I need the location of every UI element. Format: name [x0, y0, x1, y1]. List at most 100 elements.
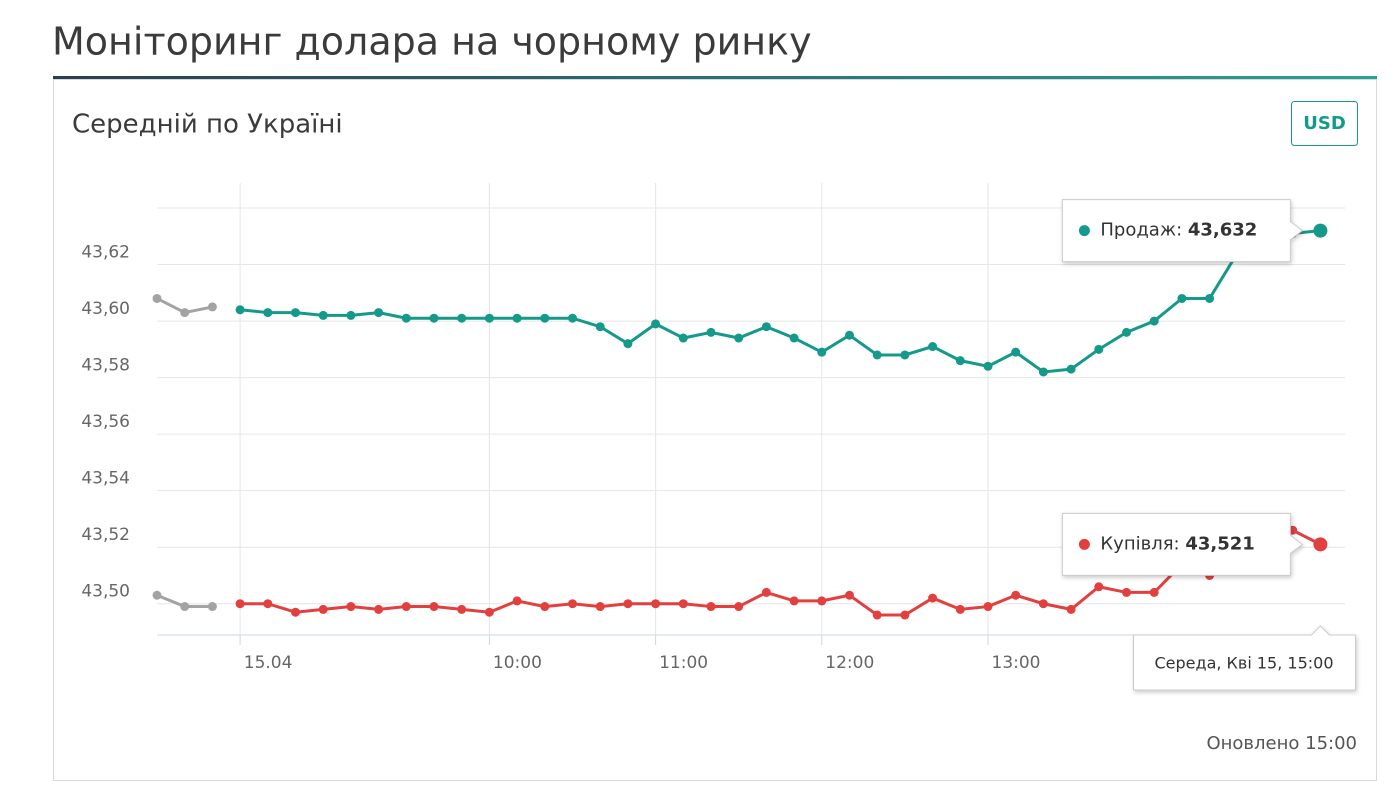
- series-line: [240, 517, 1322, 617]
- data-point: [401, 313, 411, 323]
- data-point: [1122, 587, 1131, 597]
- y-tick-label: 43,54: [81, 469, 130, 489]
- updated-note: Оновлено 15:00: [1206, 733, 1357, 754]
- data-point: [928, 593, 938, 603]
- data-point: [1313, 223, 1328, 238]
- data-point: [401, 602, 411, 612]
- data-point: [955, 356, 965, 366]
- data-point: [872, 610, 882, 620]
- x-tick-label: 10:00: [493, 653, 542, 673]
- data-point: [1094, 582, 1104, 592]
- data-point: [845, 330, 854, 340]
- data-point: [374, 308, 384, 318]
- data-point: [1205, 293, 1215, 303]
- y-tick-label: 43,50: [81, 582, 130, 602]
- data-point: [789, 333, 799, 343]
- data-point: [1066, 604, 1076, 614]
- data-point: [623, 599, 633, 609]
- tooltip-value: 43,521: [1185, 533, 1254, 554]
- data-point: [761, 322, 771, 332]
- data-point: [180, 308, 190, 318]
- data-point: [623, 339, 633, 349]
- data-point: [651, 599, 661, 609]
- data-point: [484, 607, 494, 617]
- data-point: [318, 310, 328, 320]
- data-point: [1038, 599, 1048, 609]
- data-point: [235, 305, 245, 315]
- tooltips: Продаж: 43,632 Купівля: 43,521 Середа, Кві…: [1061, 199, 1356, 691]
- data-point: [568, 599, 577, 609]
- data-point: [180, 602, 190, 612]
- x-tick-label: 11:00: [659, 653, 708, 673]
- data-point: [678, 599, 688, 609]
- data-point: [540, 313, 550, 323]
- tooltip-box: [1061, 512, 1304, 576]
- data-point: [706, 327, 716, 337]
- data-point: [207, 302, 217, 312]
- tooltip-text: Купівля: 43,521: [1100, 533, 1254, 554]
- data-point: [152, 590, 162, 600]
- x-tick-label: 15.04: [244, 653, 293, 673]
- tooltip-colon: :: [1174, 533, 1186, 554]
- data-point: [1066, 364, 1076, 374]
- data-point: [789, 596, 799, 606]
- y-tick-label: 43,60: [81, 299, 130, 319]
- data-point: [706, 602, 716, 612]
- data-point: [318, 604, 328, 614]
- data-point: [1038, 367, 1048, 377]
- date-tooltip-box: [1133, 625, 1356, 691]
- currency-button[interactable]: [1291, 101, 1358, 146]
- data-point: [734, 602, 744, 612]
- data-point: [512, 596, 522, 606]
- series-line: [239, 214, 1321, 374]
- date-tooltip-text: Середа, Кві 15, 15:00: [1154, 654, 1333, 673]
- y-tick-label: 43,52: [81, 525, 130, 545]
- y-tick-label: 43,56: [81, 412, 130, 432]
- x-tick-label: 12:00: [825, 653, 874, 673]
- data-point: [928, 342, 938, 352]
- data-point: [845, 590, 854, 600]
- data-point: [346, 602, 356, 612]
- data-point: [817, 596, 827, 606]
- tooltip-marker: [1078, 225, 1090, 237]
- data-point: [235, 599, 245, 609]
- data-point: [457, 604, 467, 614]
- x-tick-label: 13:00: [992, 653, 1041, 673]
- data-point: [651, 319, 661, 329]
- data-point: [152, 293, 162, 303]
- tooltip-value: 43,632: [1188, 220, 1257, 241]
- data-point: [1011, 347, 1021, 357]
- data-point: [484, 313, 494, 323]
- data-point: [207, 602, 217, 612]
- data-point: [595, 322, 605, 332]
- tooltip-series-name: Купівля: [1100, 533, 1173, 554]
- data-point: [291, 607, 300, 617]
- tooltip-series-name: Продаж: [1100, 220, 1176, 241]
- data-point: [540, 602, 550, 612]
- data-point: [1313, 537, 1328, 552]
- data-point: [900, 350, 910, 360]
- data-point: [734, 333, 744, 343]
- data-point: [429, 602, 439, 612]
- tooltip-colon: :: [1176, 220, 1188, 241]
- data-point: [983, 361, 993, 371]
- data-point: [678, 333, 688, 343]
- y-tick-label: 43,58: [81, 356, 130, 376]
- data-point: [900, 610, 910, 620]
- data-point: [1149, 587, 1159, 597]
- data-point: [595, 602, 605, 612]
- chart-title: Середній по Україні: [72, 110, 343, 140]
- data-point: [263, 599, 273, 609]
- page-title: Моніторинг долара на чорному ринку: [52, 20, 812, 64]
- data-point: [1094, 344, 1104, 354]
- data-point: [568, 313, 577, 323]
- tooltip-box: [1061, 199, 1304, 263]
- plot: 43,50 43,52 43,54 43,56 43,58 43,60 43,62 15.04…: [81, 183, 1345, 673]
- data-point: [955, 604, 965, 614]
- currency-button-label[interactable]: USD: [1303, 113, 1346, 134]
- data-point: [291, 308, 300, 318]
- data-point: [263, 308, 273, 318]
- data-point: [1011, 590, 1021, 600]
